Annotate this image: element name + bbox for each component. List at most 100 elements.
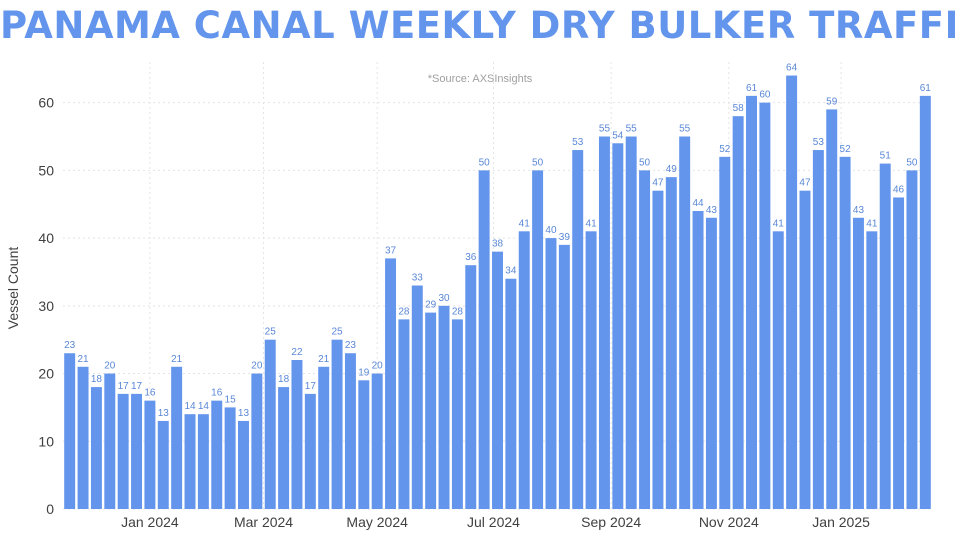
bar — [799, 190, 811, 509]
bar — [278, 387, 290, 509]
data-label: 23 — [345, 340, 357, 351]
data-label: 61 — [920, 83, 932, 94]
data-label: 21 — [318, 354, 330, 365]
data-label: 55 — [599, 124, 611, 135]
data-label: 23 — [64, 340, 76, 351]
bar — [558, 244, 570, 509]
data-label: 33 — [412, 273, 424, 284]
data-label: 47 — [799, 178, 811, 189]
data-label: 13 — [158, 408, 170, 419]
data-label: 38 — [492, 239, 504, 250]
bar — [411, 285, 423, 509]
bar — [184, 414, 196, 509]
data-label: 55 — [679, 124, 691, 135]
bar — [77, 366, 89, 509]
x-tick-label: Nov 2024 — [699, 514, 759, 530]
bar — [893, 197, 905, 510]
bar — [826, 109, 838, 509]
x-tick-label: Jan 2025 — [812, 514, 870, 530]
data-label: 51 — [880, 151, 892, 162]
y-tick-label: 30 — [38, 298, 54, 314]
data-label: 17 — [305, 381, 317, 392]
data-label: 41 — [866, 218, 878, 229]
data-label: 41 — [586, 218, 598, 229]
data-label: 28 — [398, 306, 410, 317]
bar — [759, 102, 771, 510]
data-label: 49 — [666, 164, 678, 175]
bar — [131, 393, 143, 509]
y-axis-label: Vessel Count — [5, 247, 21, 330]
x-tick-label: Mar 2024 — [234, 514, 293, 530]
bar — [451, 319, 463, 509]
bar — [438, 305, 450, 509]
data-label: 19 — [358, 367, 370, 378]
y-tick-label: 60 — [38, 95, 54, 111]
bar — [104, 373, 116, 509]
data-label: 53 — [813, 137, 825, 148]
data-label: 50 — [479, 157, 491, 168]
data-label: 50 — [639, 157, 651, 168]
bar — [224, 407, 236, 509]
data-label: 54 — [612, 130, 624, 141]
bar — [732, 116, 744, 509]
bar — [197, 414, 209, 509]
bar — [625, 136, 637, 509]
data-label: 43 — [706, 205, 718, 216]
data-label: 14 — [198, 401, 210, 412]
bar — [478, 170, 490, 509]
bar — [144, 400, 156, 509]
x-tick-label: May 2024 — [346, 514, 408, 530]
bar — [304, 393, 316, 509]
data-label: 16 — [144, 388, 156, 399]
data-label: 17 — [118, 381, 130, 392]
bar — [238, 420, 249, 509]
data-label: 44 — [692, 198, 704, 209]
bar — [358, 380, 370, 509]
data-label: 46 — [893, 184, 905, 195]
bar — [371, 373, 383, 509]
bar — [852, 217, 864, 510]
data-label: 28 — [452, 306, 464, 317]
x-axis-ticks: Jan 2024 Mar 2024 May 2024 Jul 2024 Sep 2024… — [121, 514, 870, 530]
data-label: 39 — [559, 232, 571, 243]
bar — [839, 156, 851, 509]
data-label: 40 — [545, 225, 557, 236]
data-label: 25 — [332, 327, 344, 338]
bar — [598, 136, 610, 509]
bar — [532, 170, 544, 509]
bar — [772, 231, 784, 509]
bar — [251, 373, 263, 509]
data-label: 61 — [746, 83, 758, 94]
data-label: 15 — [225, 394, 237, 405]
data-label: 13 — [238, 408, 250, 419]
bar — [786, 75, 798, 509]
bar — [344, 353, 356, 509]
data-label: 43 — [853, 205, 865, 216]
bar — [612, 143, 624, 510]
x-tick-label: Jul 2024 — [467, 514, 520, 530]
bar — [90, 387, 102, 509]
y-tick-label: 0 — [46, 501, 54, 517]
source-note: *Source: AXSInsights — [428, 73, 533, 85]
data-label: 16 — [211, 388, 223, 399]
data-label: 29 — [425, 300, 437, 311]
bar — [919, 95, 931, 509]
bar — [746, 95, 757, 509]
data-label: 18 — [91, 374, 103, 385]
bar — [665, 177, 677, 510]
y-tick-label: 50 — [38, 162, 54, 178]
data-label: 14 — [184, 401, 196, 412]
bar — [866, 231, 878, 509]
data-label: 52 — [840, 144, 852, 155]
bar — [211, 400, 223, 509]
data-label: 22 — [291, 347, 303, 358]
data-label: 50 — [906, 157, 918, 168]
y-tick-label: 20 — [38, 366, 54, 382]
data-label: 25 — [265, 327, 277, 338]
data-label: 55 — [626, 124, 638, 135]
data-label: 21 — [77, 354, 89, 365]
bar — [398, 319, 410, 509]
bar — [492, 251, 503, 510]
